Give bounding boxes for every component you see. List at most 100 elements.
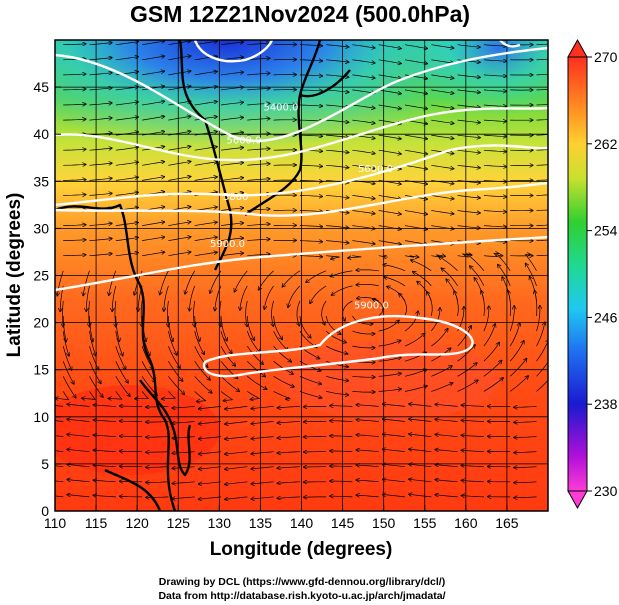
streamline xyxy=(120,466,143,467)
streamline xyxy=(383,449,406,453)
streamline xyxy=(164,285,169,311)
streamline xyxy=(373,299,384,317)
streamline xyxy=(409,419,432,422)
plot-area: 5400.0 5600.0 5600.0 5800 5900.0 5900.0 xyxy=(55,40,548,511)
x-tick-label: 120 xyxy=(125,515,149,531)
streamline xyxy=(417,282,432,302)
colorbar-top-arrow xyxy=(567,38,588,58)
streamline xyxy=(352,104,375,108)
streamline xyxy=(194,102,217,106)
streamline xyxy=(194,361,210,380)
streamline xyxy=(299,195,323,196)
x-tick-label: 135 xyxy=(249,515,273,531)
streamline xyxy=(330,421,353,422)
streamline xyxy=(67,495,90,498)
streamline xyxy=(326,149,349,152)
streamline xyxy=(63,255,86,256)
streamline xyxy=(168,56,190,61)
streamline xyxy=(160,270,169,295)
streamline xyxy=(168,116,190,121)
streamline xyxy=(435,419,458,422)
streamline xyxy=(83,270,90,296)
x-tick-label: 145 xyxy=(331,515,355,531)
streamline xyxy=(168,146,190,151)
streamline xyxy=(199,496,222,499)
streamline xyxy=(413,272,432,287)
streamline xyxy=(378,104,401,109)
streamline xyxy=(273,391,291,399)
streamline xyxy=(172,422,195,424)
streamline xyxy=(168,331,177,355)
streamline xyxy=(67,434,90,437)
streamline xyxy=(89,148,113,150)
streamline xyxy=(277,452,300,453)
streamline xyxy=(63,89,86,90)
streamline xyxy=(55,405,64,407)
streamline xyxy=(277,422,300,424)
streamline xyxy=(299,165,323,166)
streamline xyxy=(142,237,164,241)
streamline xyxy=(199,421,222,424)
y-tick-label: 45 xyxy=(33,79,49,95)
streamline xyxy=(199,406,222,408)
x-tick-label: 155 xyxy=(413,515,437,531)
streamline xyxy=(509,376,528,392)
streamline xyxy=(63,44,86,45)
streamline xyxy=(299,256,323,257)
streamline xyxy=(483,226,507,227)
streamline xyxy=(356,465,379,467)
streamline xyxy=(352,164,375,168)
streamline xyxy=(378,134,401,139)
streamline xyxy=(409,404,432,407)
streamline xyxy=(220,208,243,211)
streamline xyxy=(352,74,375,78)
streamline xyxy=(120,436,143,437)
coastline-borneo xyxy=(104,468,162,511)
x-tick-label: 115 xyxy=(85,515,108,531)
streamline xyxy=(457,180,481,183)
streamline xyxy=(509,341,524,362)
streamline xyxy=(483,150,507,151)
streamline xyxy=(514,497,537,498)
streamline xyxy=(247,164,269,166)
streamline xyxy=(326,59,349,62)
contour-5900-high xyxy=(202,314,474,378)
colorbar-tick-label: 262 xyxy=(594,136,618,152)
streamline xyxy=(431,195,453,198)
streamline xyxy=(115,132,138,136)
streamline xyxy=(404,134,427,139)
streamline xyxy=(220,117,243,121)
streamline xyxy=(93,480,116,482)
streamline xyxy=(194,41,217,46)
streamline xyxy=(378,240,401,245)
streamline xyxy=(168,376,184,394)
coastline-japan xyxy=(244,40,322,216)
streamline xyxy=(168,71,190,76)
streamline xyxy=(383,265,406,272)
streamline xyxy=(146,467,169,468)
contour-5850 xyxy=(55,235,548,292)
streamline xyxy=(63,149,86,150)
streamline xyxy=(352,89,375,93)
streamline xyxy=(483,211,507,212)
streamline xyxy=(352,376,375,377)
streamline xyxy=(356,420,379,422)
streamline xyxy=(234,270,248,292)
streamline xyxy=(299,375,322,384)
streamline xyxy=(194,177,217,181)
streamline xyxy=(67,404,90,407)
streamline xyxy=(352,240,375,244)
colorbar-tick-label: 254 xyxy=(594,223,618,239)
streamline xyxy=(383,419,406,422)
streamline xyxy=(220,132,243,136)
streamline xyxy=(199,451,222,454)
streamline xyxy=(378,340,401,347)
streamline xyxy=(435,404,458,407)
streamline xyxy=(483,45,507,46)
contour-label: 5600.0 xyxy=(358,164,393,175)
streamline xyxy=(120,451,143,452)
streamline xyxy=(330,496,353,497)
streamline xyxy=(378,89,401,94)
streamline xyxy=(277,467,300,469)
